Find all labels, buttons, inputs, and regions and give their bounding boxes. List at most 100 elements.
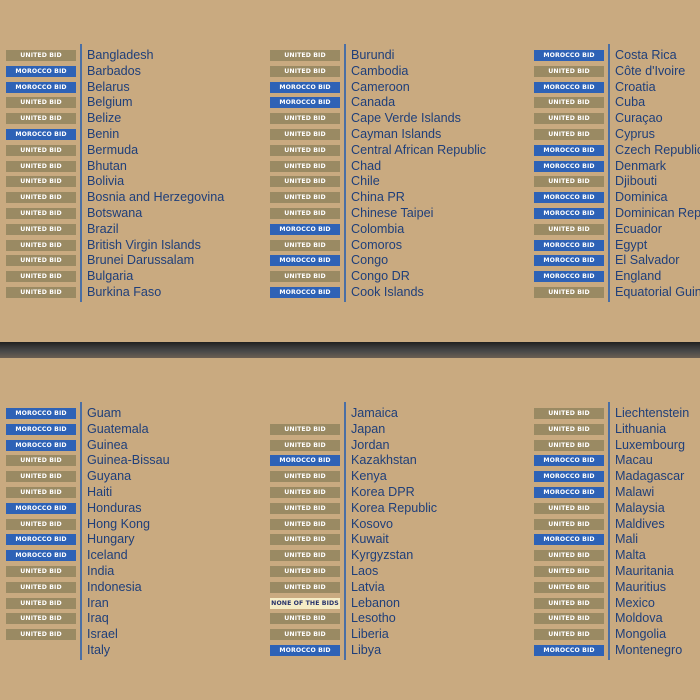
morocco-bid-badge: MOROCCO BID	[6, 408, 76, 419]
vote-row: UNITED BID Latvia	[270, 580, 700, 596]
vote-row: UNITED BID Guinea-Bissau	[6, 453, 700, 469]
country-name: Haiti	[87, 485, 113, 499]
united-bid-badge: UNITED BID	[270, 518, 340, 530]
country-name: Iceland	[87, 548, 128, 563]
country-name: Lesotho	[351, 611, 396, 626]
united-bid-badge: UNITED BID	[270, 581, 340, 593]
vote-row: UNITED BID Bosnia and Herzegovina	[6, 190, 700, 206]
country-name: Liechtenstein	[615, 406, 690, 420]
vote-row: MOROCCO BID Hungary	[6, 532, 700, 548]
morocco-bid-badge: MOROCCO BID	[6, 129, 76, 140]
vote-row: UNITED BID Burkina Faso	[6, 285, 700, 301]
vote-row: UNITED BID Kyrgyzstan	[270, 548, 700, 564]
vote-row: MOROCCO BID El Salvador	[534, 253, 700, 269]
united-bid-badge: UNITED BID	[6, 629, 76, 641]
vote-row: MOROCCO BID Iceland	[6, 548, 700, 564]
vote-row: MOROCCO BID Congo	[270, 253, 700, 269]
vote-row: UNITED BID Israel	[6, 627, 700, 643]
morocco-bid-badge: MOROCCO BID	[270, 223, 340, 235]
vote-row: UNITED BID British Virgin Islands	[6, 238, 700, 254]
country-name: Luxembourg	[615, 437, 686, 452]
vote-row: UNITED BID Bangladesh	[6, 48, 700, 64]
vote-row: MOROCCO BID Costa Rica	[534, 48, 700, 64]
none-bid-badge: NONE OF THE BIDS	[270, 597, 340, 609]
country-name: Comoros	[351, 237, 403, 252]
vote-row: MOROCCO BID Denmark	[534, 159, 700, 175]
united-bid-badge: UNITED BID	[270, 566, 340, 577]
vote-row: UNITED BID Brazil	[6, 222, 700, 238]
vote-row: UNITED BID Kosovo	[270, 517, 700, 533]
vote-row: UNITED BID Korea DPR	[270, 485, 700, 501]
vote-row: MOROCCO BID Kazakhstan	[270, 453, 700, 469]
vote-row: MOROCCO BID Croatia	[534, 80, 700, 96]
country-name: Belgium	[87, 95, 133, 110]
country-name: Moldova	[615, 611, 663, 626]
country-name: Egypt	[615, 237, 648, 252]
country-name: Mongolia	[615, 627, 667, 642]
country-name: Bangladesh	[87, 48, 154, 62]
united-bid-badge: UNITED BID	[270, 423, 340, 435]
vote-row: UNITED BID Burundi	[270, 48, 700, 64]
vote-row: UNITED BID Malaysia	[534, 501, 700, 517]
vote-row: MOROCCO BID Montenegro	[534, 643, 700, 659]
country-name: Malawi	[615, 485, 655, 499]
morocco-bid-badge: MOROCCO BID	[534, 455, 604, 467]
country-name: India	[87, 564, 115, 578]
morocco-bid-badge: MOROCCO BID	[534, 645, 604, 656]
morocco-bid-badge: MOROCCO BID	[270, 255, 340, 267]
country-name: Belarus	[87, 79, 130, 94]
country-name: Montenegro	[615, 643, 683, 657]
vote-row: UNITED BID Comoros	[270, 238, 700, 254]
vote-row: MOROCCO BID Malawi	[534, 485, 700, 501]
country-name: Mauritius	[615, 579, 667, 594]
vote-row: UNITED BID Botswana	[6, 206, 700, 222]
country-name: El Salvador	[615, 253, 680, 268]
morocco-bid-badge: MOROCCO BID	[534, 255, 604, 267]
country-name: Hong Kong	[87, 516, 151, 531]
country-name: Japan	[351, 421, 386, 436]
united-bid-badge: UNITED BID	[534, 408, 604, 419]
united-bid-badge: UNITED BID	[534, 597, 604, 609]
morocco-bid-badge: MOROCCO BID	[270, 455, 340, 467]
country-name: Croatia	[615, 79, 656, 94]
morocco-bid-badge: MOROCCO BID	[534, 160, 604, 172]
vote-row: MOROCCO BID Madagascar	[534, 469, 700, 485]
vote-row: UNITED BID Hong Kong	[6, 517, 700, 533]
vote-row: UNITED BID Bulgaria	[6, 269, 700, 285]
country-name: Mexico	[615, 595, 655, 610]
morocco-bid-badge: MOROCCO BID	[534, 271, 604, 283]
vote-row: UNITED BID Cape Verde Islands	[270, 111, 700, 127]
country-name: Chile	[351, 174, 380, 189]
vote-row: UNITED BID Maldives	[534, 517, 700, 533]
vote-row: MOROCCO BID Colombia	[270, 222, 700, 238]
vote-row: MOROCCO BID Honduras	[6, 501, 700, 517]
vote-row: UNITED BID Bermuda	[6, 143, 700, 159]
united-bid-badge: UNITED BID	[534, 65, 604, 77]
vote-row: MOROCCO BID Macau	[534, 453, 700, 469]
united-bid-badge: UNITED BID	[534, 287, 604, 298]
vote-row: UNITED BID Equatorial Guine	[534, 285, 700, 301]
country-name: Guatemala	[87, 421, 149, 436]
country-name: Bolivia	[87, 174, 125, 189]
united-bid-badge: UNITED BID	[270, 550, 340, 562]
vote-row: UNITED BID Indonesia	[6, 580, 700, 596]
country-name: Malta	[615, 548, 646, 563]
vote-row: UNITED BID Cuba	[534, 95, 700, 111]
vote-row: MOROCCO BID England	[534, 269, 700, 285]
vote-row: UNITED BID Lesotho	[270, 611, 700, 627]
vote-row: UNITED BID Bhutan	[6, 159, 700, 175]
morocco-bid-badge: MOROCCO BID	[270, 645, 340, 656]
country-name: Burundi	[351, 48, 395, 62]
country-name: Brazil	[87, 221, 119, 236]
country-name: Cape Verde Islands	[351, 111, 461, 126]
vote-row: UNITED BID Moldova	[534, 611, 700, 627]
vote-row: UNITED BID Malta	[534, 548, 700, 564]
morocco-bid-badge: MOROCCO BID	[6, 502, 76, 514]
morocco-bid-badge: MOROCCO BID	[534, 471, 604, 483]
country-name: Kuwait	[351, 532, 389, 547]
country-name: Mauritania	[615, 564, 674, 578]
country-name: Bulgaria	[87, 269, 134, 284]
vote-row: UNITED BID Central African Republic	[270, 143, 700, 159]
country-name: Iran	[87, 595, 109, 610]
united-bid-badge: UNITED BID	[6, 287, 76, 298]
